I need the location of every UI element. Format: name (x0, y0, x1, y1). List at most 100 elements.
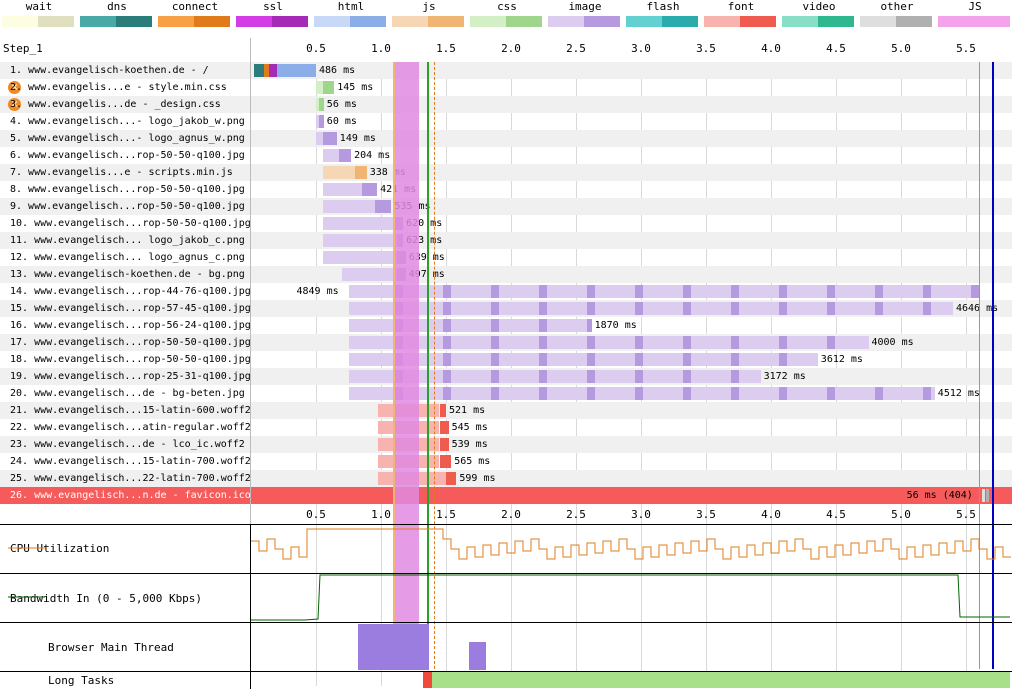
tick-label: 2.5 (566, 42, 586, 55)
request-duration: 539 ms (451, 439, 488, 450)
request-bar-wait (322, 166, 355, 179)
request-bar-download (318, 98, 324, 111)
label-column-divider (250, 38, 251, 524)
request-bar-wait (348, 336, 355, 349)
request-row[interactable]: 23. www.evangelisch...de - lco_ic.woff2 5… (0, 436, 1012, 453)
request-bar-wait (348, 353, 355, 366)
request-duration: 4000 ms (871, 337, 914, 348)
request-row[interactable]: 1. www.evangelisch-koethen.de - / 486 ms (0, 62, 1012, 79)
panel-label: Bandwidth In (0 - 5,000 Kbps) (10, 591, 203, 605)
waterfall-chart: Step_1 0.5 0.5 1.0 1.0 1.5 1.5 2.0 2.0 2.5 2.5 3.0… (0, 38, 1012, 689)
request-row[interactable]: 26. www.evangelisch...n.de - favicon.ico… (0, 487, 1012, 504)
request-label[interactable]: 19. www.evangelisch...rop-25-31-q100.jpg (10, 371, 251, 382)
legend-item-js: js (390, 0, 468, 27)
request-row[interactable]: 10. www.evangelisch...rop-50-50-q100.jpg… (0, 215, 1012, 232)
legend-label: connect (171, 0, 219, 13)
legend-swatch (158, 16, 230, 27)
tick-label: 1.0 (371, 42, 391, 55)
request-duration: 545 ms (451, 422, 488, 433)
request-label[interactable]: 23. www.evangelisch...de - lco_ic.woff2 (10, 439, 245, 450)
request-label[interactable]: 7. www.evangelis...e - scripts.min.js (10, 167, 233, 178)
request-label[interactable]: 25. www.evangelisch...22-latin-700.woff2 (10, 473, 251, 484)
request-label[interactable]: 2. www.evangelis...e - style.min.css (10, 82, 227, 93)
legend-item-connect: connect (156, 0, 234, 27)
bandwidth-panel: Bandwidth In (0 - 5,000 Kbps) (0, 573, 1012, 623)
legend-item-video: video (780, 0, 858, 27)
request-bar-download (361, 183, 378, 196)
panel-label: Long Tasks (48, 673, 115, 687)
request-label[interactable]: 1. www.evangelisch-koethen.de - / (10, 65, 209, 76)
request-row[interactable]: 8. www.evangelisch...rop-50-50-q100.jpg 4… (0, 181, 1012, 198)
request-bar-wait (316, 81, 323, 94)
request-row[interactable]: 22. www.evangelisch...atin-regular.woff2… (0, 419, 1012, 436)
request-label[interactable]: 13. www.evangelisch-koethen.de - bg.png (10, 269, 245, 280)
step-label: Step_1 (3, 42, 43, 55)
request-label[interactable]: 9. www.evangelisch...rop-50-50-q100.jpg (10, 201, 245, 212)
request-label[interactable]: 16. www.evangelisch...rop-56-24-q100.jpg (10, 320, 251, 331)
request-row[interactable]: 14. www.evangelisch...rop-44-76-q100.jpg… (0, 283, 1012, 300)
request-duration: 3172 ms (763, 371, 806, 382)
bandwidth-graph (8, 574, 1010, 621)
request-row[interactable]: 18. www.evangelisch...rop-50-50-q100.jpg… (0, 351, 1012, 368)
request-row[interactable]: 9. www.evangelisch...rop-50-50-q100.jpg5… (0, 198, 1012, 215)
request-label[interactable]: 17. www.evangelisch...rop-50-50-q100.jpg (10, 337, 251, 348)
legend-swatch (2, 16, 74, 27)
request-label[interactable]: 24. www.evangelisch...15-latin-700.woff2 (10, 456, 251, 467)
request-bar-download (446, 472, 457, 485)
request-label[interactable]: 26. www.evangelisch...n.de - favicon.ico (10, 490, 251, 501)
panel-label: Browser Main Thread (48, 640, 174, 654)
request-bar-wait (322, 200, 375, 213)
legend-swatch (236, 16, 308, 27)
legend-swatch (938, 16, 1010, 27)
request-label[interactable]: 6. www.evangelisch...rop-50-50-q100.jpg (10, 150, 245, 161)
request-label[interactable]: 11. www.evangelisch... logo_jakob_c.png (10, 235, 245, 246)
request-row[interactable]: 20. www.evangelisch...de - bg-beten.jpg 4… (0, 385, 1012, 402)
request-bar-download (355, 302, 953, 315)
request-row[interactable]: × 3. www.evangelis...de - _design.css 56 m… (0, 96, 1012, 113)
request-row[interactable]: 12. www.evangelisch... logo_agnus_c.png 6… (0, 249, 1012, 266)
panel-label: CPU Utilization (10, 542, 110, 555)
js-execution-band (392, 62, 419, 669)
request-label[interactable]: 12. www.evangelisch... logo_agnus_c.png (10, 252, 245, 263)
request-label[interactable]: 18. www.evangelisch...rop-50-50-q100.jpg (10, 354, 251, 365)
request-label[interactable]: 8. www.evangelisch...rop-50-50-q100.jpg (10, 184, 245, 195)
request-row[interactable]: 5. www.evangelisch...- logo_agnus_w.png 1… (0, 130, 1012, 147)
request-bar-download (355, 319, 592, 332)
request-bar-wait (322, 217, 394, 230)
request-row[interactable]: 11. www.evangelisch... logo_jakob_c.png 6… (0, 232, 1012, 249)
request-label[interactable]: 14. www.evangelisch...rop-44-76-q100.jpg (10, 286, 251, 297)
request-row[interactable]: 24. www.evangelisch...15-latin-700.woff2… (0, 453, 1012, 470)
request-row[interactable]: 16. www.evangelisch...rop-56-24-q100.jpg… (0, 317, 1012, 334)
request-row[interactable]: 13. www.evangelisch-koethen.de - bg.png 4… (0, 266, 1012, 283)
request-row[interactable]: 6. www.evangelisch...rop-50-50-q100.jpg 2… (0, 147, 1012, 164)
request-row[interactable]: × 2. www.evangelis...e - style.min.css 145… (0, 79, 1012, 96)
legend-label: JS Execution (945, 0, 1005, 27)
request-label[interactable]: 10. www.evangelisch...rop-50-50-q100.jpg (10, 218, 251, 229)
long-task-block (422, 672, 432, 688)
request-label[interactable]: 15. www.evangelisch...rop-57-45-q100.jpg (10, 303, 251, 314)
request-label[interactable]: 3. www.evangelis...de - _design.css (10, 99, 221, 110)
legend-label: js (422, 0, 436, 13)
legend-item-dns: dns (78, 0, 156, 27)
request-label[interactable]: 4. www.evangelisch...- logo_jakob_w.png (10, 116, 245, 127)
request-row[interactable]: 25. www.evangelisch...22-latin-700.woff2… (0, 470, 1012, 487)
request-row[interactable]: 19. www.evangelisch...rop-25-31-q100.jpg… (0, 368, 1012, 385)
tick-label: 2.5 (566, 508, 586, 521)
onload-line (426, 62, 429, 669)
request-label[interactable]: 21. www.evangelisch...15-latin-600.woff2 (10, 405, 251, 416)
tick-label: 5.5 (956, 42, 976, 55)
request-row[interactable]: 4. www.evangelisch...- logo_jakob_w.png 6… (0, 113, 1012, 130)
request-row[interactable]: 7. www.evangelis...e - scripts.min.js 338… (0, 164, 1012, 181)
request-bar-download (339, 149, 352, 162)
request-label[interactable]: 5. www.evangelisch...- logo_agnus_w.png (10, 133, 245, 144)
document-complete-line (992, 62, 994, 669)
request-row[interactable]: 17. www.evangelisch...rop-50-50-q100.jpg… (0, 334, 1012, 351)
request-bar-download (277, 64, 316, 77)
request-duration: 623 ms (406, 235, 443, 246)
tick-label: 0.5 (306, 508, 326, 521)
legend-label: video (802, 0, 836, 13)
request-label[interactable]: 22. www.evangelisch...atin-regular.woff2 (10, 422, 251, 433)
request-label[interactable]: 20. www.evangelisch...de - bg-beten.jpg (10, 388, 245, 399)
request-row[interactable]: 21. www.evangelisch...15-latin-600.woff2… (0, 402, 1012, 419)
request-row[interactable]: 15. www.evangelisch...rop-57-45-q100.jpg… (0, 300, 1012, 317)
